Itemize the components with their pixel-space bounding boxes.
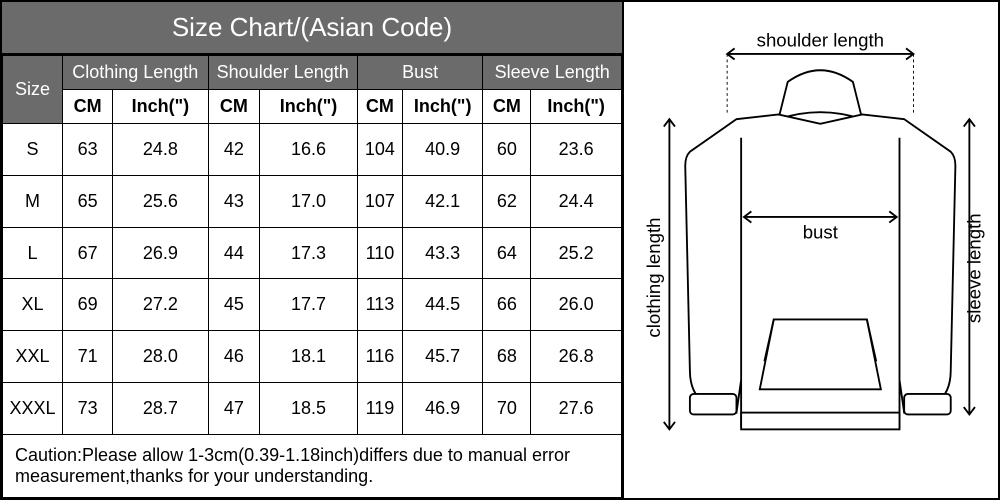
cell-size: XXL	[3, 331, 63, 383]
hoodie-diagram: shoulder length	[634, 26, 988, 473]
cell-value: 46.9	[402, 383, 482, 435]
cell-value: 25.6	[113, 175, 208, 227]
table-section: Size Chart/(Asian Code) Size Clothing Le…	[2, 2, 622, 498]
cell-value: 28.7	[113, 383, 208, 435]
cell-value: 17.7	[260, 279, 358, 331]
cell-value: 28.0	[113, 331, 208, 383]
label-clothing-length: clothing length	[643, 218, 664, 338]
cell-value: 45	[208, 279, 260, 331]
cell-value: 43	[208, 175, 260, 227]
cell-value: 107	[357, 175, 402, 227]
cell-value: 44	[208, 227, 260, 279]
cell-value: 110	[357, 227, 402, 279]
cell-value: 68	[483, 331, 531, 383]
cell-value: 47	[208, 383, 260, 435]
cell-value: 70	[483, 383, 531, 435]
cell-value: 40.9	[402, 124, 482, 176]
cell-value: 60	[483, 124, 531, 176]
subheader-cell: CM	[63, 90, 113, 124]
diagram-section: shoulder length	[622, 2, 998, 498]
label-sleeve-length: sleeve length	[964, 214, 985, 324]
subheader-cell: Inch(")	[113, 90, 208, 124]
cell-value: 119	[357, 383, 402, 435]
cell-size: M	[3, 175, 63, 227]
caution-text: Caution:Please allow 1-3cm(0.39-1.18inch…	[3, 435, 622, 498]
cell-value: 26.9	[113, 227, 208, 279]
label-bust: bust	[803, 222, 839, 243]
subheader-cell: Inch(")	[402, 90, 482, 124]
cell-value: 104	[357, 124, 402, 176]
size-table: Size Clothing Length Shoulder Length Bus…	[2, 55, 622, 498]
table-row: XXXL7328.74718.511946.97027.6	[3, 383, 622, 435]
cell-value: 24.8	[113, 124, 208, 176]
subheader-cell: CM	[208, 90, 260, 124]
cell-value: 16.6	[260, 124, 358, 176]
chart-title: Size Chart/(Asian Code)	[2, 2, 622, 55]
cell-value: 43.3	[402, 227, 482, 279]
cell-size: L	[3, 227, 63, 279]
cell-size: XL	[3, 279, 63, 331]
cell-value: 17.0	[260, 175, 358, 227]
cell-value: 67	[63, 227, 113, 279]
cell-value: 71	[63, 331, 113, 383]
cell-value: 27.6	[531, 383, 622, 435]
cell-value: 73	[63, 383, 113, 435]
size-chart-container: Size Chart/(Asian Code) Size Clothing Le…	[0, 0, 1000, 500]
cell-value: 18.5	[260, 383, 358, 435]
table-row: XXL7128.04618.111645.76826.8	[3, 331, 622, 383]
cell-value: 18.1	[260, 331, 358, 383]
subheader-cell: CM	[483, 90, 531, 124]
cell-value: 113	[357, 279, 402, 331]
col-sleeve-length: Sleeve Length	[483, 56, 622, 90]
cell-value: 65	[63, 175, 113, 227]
subheader-cell: Inch(")	[260, 90, 358, 124]
label-shoulder: shoulder length	[757, 30, 884, 51]
cell-value: 27.2	[113, 279, 208, 331]
cell-value: 64	[483, 227, 531, 279]
cell-value: 46	[208, 331, 260, 383]
cell-value: 25.2	[531, 227, 622, 279]
cell-value: 63	[63, 124, 113, 176]
subheader-cell: Inch(")	[531, 90, 622, 124]
table-row: M6525.64317.010742.16224.4	[3, 175, 622, 227]
col-shoulder-length: Shoulder Length	[208, 56, 357, 90]
cell-value: 42.1	[402, 175, 482, 227]
subheader-cell: CM	[357, 90, 402, 124]
cell-size: S	[3, 124, 63, 176]
cell-value: 66	[483, 279, 531, 331]
col-clothing-length: Clothing Length	[63, 56, 209, 90]
cell-value: 26.8	[531, 331, 622, 383]
cell-value: 23.6	[531, 124, 622, 176]
col-bust: Bust	[357, 56, 483, 90]
cell-value: 69	[63, 279, 113, 331]
cell-value: 45.7	[402, 331, 482, 383]
cell-value: 26.0	[531, 279, 622, 331]
cell-value: 62	[483, 175, 531, 227]
col-size: Size	[3, 56, 63, 124]
cell-value: 42	[208, 124, 260, 176]
table-row: L6726.94417.311043.36425.2	[3, 227, 622, 279]
cell-value: 17.3	[260, 227, 358, 279]
cell-value: 116	[357, 331, 402, 383]
cell-size: XXXL	[3, 383, 63, 435]
cell-value: 44.5	[402, 279, 482, 331]
table-row: S6324.84216.610440.96023.6	[3, 124, 622, 176]
table-row: XL6927.24517.711344.56626.0	[3, 279, 622, 331]
cell-value: 24.4	[531, 175, 622, 227]
